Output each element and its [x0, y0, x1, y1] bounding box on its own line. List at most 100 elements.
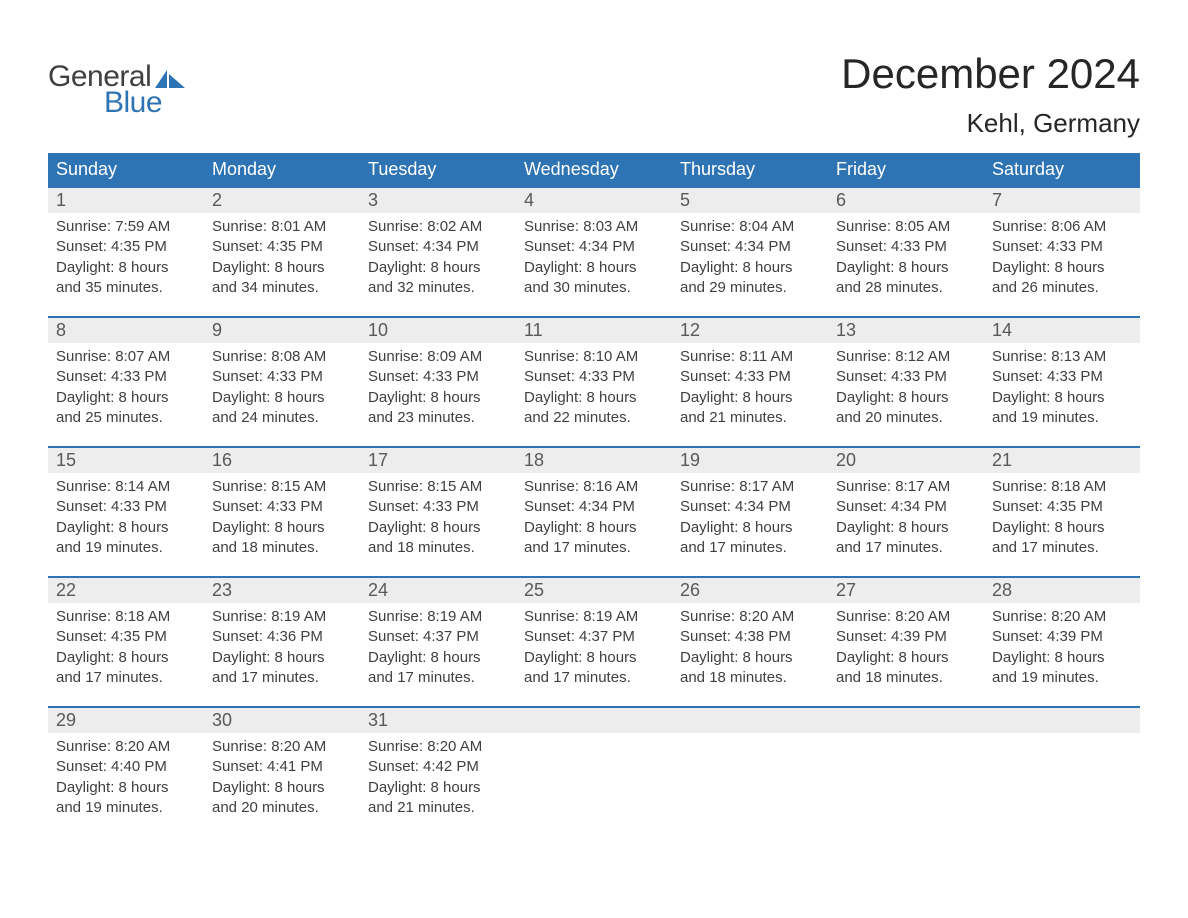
sunset-line: Sunset: 4:35 PM	[212, 237, 352, 257]
calendar-day: 6Sunrise: 8:05 AMSunset: 4:33 PMDaylight…	[828, 188, 984, 316]
sunset-line: Sunset: 4:40 PM	[56, 757, 196, 777]
daylight-line: Daylight: 8 hours and 29 minutes.	[680, 258, 820, 299]
sunrise-line: Sunrise: 8:03 AM	[524, 217, 664, 237]
day-number: 12	[680, 320, 700, 340]
sunset-line: Sunset: 4:33 PM	[56, 497, 196, 517]
daylight-line: Daylight: 8 hours and 24 minutes.	[212, 388, 352, 429]
daylight-line: Daylight: 8 hours and 17 minutes.	[212, 648, 352, 689]
sunrise-line: Sunrise: 8:05 AM	[836, 217, 976, 237]
day-number-row: 4	[516, 188, 672, 213]
day-number: 27	[836, 580, 856, 600]
calendar-day: 20 Sunrise: 8:17 AMSunset: 4:34 PMDayligh…	[828, 448, 984, 576]
calendar-week: 1Sunrise: 7:59 AMSunset: 4:35 PMDaylight…	[48, 186, 1140, 316]
sunrise-line: Sunrise: 8:17 AM	[836, 477, 976, 497]
daylight-line: Daylight: 8 hours and 21 minutes.	[680, 388, 820, 429]
day-number: 22	[56, 580, 76, 600]
day-details: Sunrise: 8:13 AMSunset: 4:33 PMDaylight:…	[984, 343, 1140, 428]
day-details: Sunrise: 8:12 AMSunset: 4:33 PMDaylight:…	[828, 343, 984, 428]
sunrise-line: Sunrise: 8:09 AM	[368, 347, 508, 367]
day-details: Sunrise: 7:59 AMSunset: 4:35 PMDaylight:…	[48, 213, 204, 298]
calendar-week: 22 Sunrise: 8:18 AMSunset: 4:35 PMDayligh…	[48, 576, 1140, 706]
calendar-day: .	[828, 708, 984, 836]
day-details: Sunrise: 8:05 AMSunset: 4:33 PMDaylight:…	[828, 213, 984, 298]
daylight-line: Daylight: 8 hours and 20 minutes.	[836, 388, 976, 429]
day-number: 9	[212, 320, 222, 340]
day-details: Sunrise: 8:03 AMSunset: 4:34 PMDaylight:…	[516, 213, 672, 298]
day-number: 18	[524, 450, 544, 470]
calendar-week: 8Sunrise: 8:07 AMSunset: 4:33 PMDaylight…	[48, 316, 1140, 446]
sunset-line: Sunset: 4:38 PM	[680, 627, 820, 647]
day-number-row: 29	[48, 708, 204, 733]
calendar-day: 21Sunrise: 8:18 AMSunset: 4:35 PMDayligh…	[984, 448, 1140, 576]
day-number-row: 12	[672, 318, 828, 343]
day-number-row: 16	[204, 448, 360, 473]
sunset-line: Sunset: 4:33 PM	[992, 367, 1132, 387]
day-details: Sunrise: 8:20 AMSunset: 4:42 PMDaylight:…	[360, 733, 516, 818]
day-details: Sunrise: 8:17 AMSunset: 4:34 PMDaylight:…	[828, 473, 984, 558]
day-number: 15	[56, 450, 76, 470]
sunrise-line: Sunrise: 8:19 AM	[368, 607, 508, 627]
sunrise-line: Sunrise: 8:19 AM	[524, 607, 664, 627]
day-number-row: 19	[672, 448, 828, 473]
calendar-day: 5Sunrise: 8:04 AMSunset: 4:34 PMDaylight…	[672, 188, 828, 316]
daylight-line: Daylight: 8 hours and 18 minutes.	[212, 518, 352, 559]
sunrise-line: Sunrise: 8:15 AM	[368, 477, 508, 497]
weekday-header: Saturday	[984, 153, 1140, 186]
day-number: 29	[56, 710, 76, 730]
day-details: Sunrise: 8:18 AMSunset: 4:35 PMDaylight:…	[984, 473, 1140, 558]
day-number-row: 31	[360, 708, 516, 733]
day-details: Sunrise: 8:18 AMSunset: 4:35 PMDaylight:…	[48, 603, 204, 688]
daylight-line: Daylight: 8 hours and 18 minutes.	[836, 648, 976, 689]
calendar: SundayMondayTuesdayWednesdayThursdayFrid…	[48, 153, 1140, 836]
daylight-line: Daylight: 8 hours and 17 minutes.	[680, 518, 820, 559]
day-number-row: 28	[984, 578, 1140, 603]
day-number-row: 10	[360, 318, 516, 343]
calendar-day: 24Sunrise: 8:19 AMSunset: 4:37 PMDayligh…	[360, 578, 516, 706]
calendar-day: 7Sunrise: 8:06 AMSunset: 4:33 PMDaylight…	[984, 188, 1140, 316]
day-number: 10	[368, 320, 388, 340]
daylight-line: Daylight: 8 hours and 17 minutes.	[524, 518, 664, 559]
day-number: 20	[836, 450, 856, 470]
day-details: Sunrise: 8:20 AMSunset: 4:40 PMDaylight:…	[48, 733, 204, 818]
day-details: Sunrise: 8:17 AMSunset: 4:34 PMDaylight:…	[672, 473, 828, 558]
daylight-line: Daylight: 8 hours and 19 minutes.	[56, 778, 196, 819]
day-number-row: 17	[360, 448, 516, 473]
calendar-day: 30Sunrise: 8:20 AMSunset: 4:41 PMDayligh…	[204, 708, 360, 836]
calendar-day: 13Sunrise: 8:12 AMSunset: 4:33 PMDayligh…	[828, 318, 984, 446]
calendar-day: 11Sunrise: 8:10 AMSunset: 4:33 PMDayligh…	[516, 318, 672, 446]
calendar-week: 15 Sunrise: 8:14 AMSunset: 4:33 PMDayligh…	[48, 446, 1140, 576]
calendar-header-row: SundayMondayTuesdayWednesdayThursdayFrid…	[48, 153, 1140, 186]
sunset-line: Sunset: 4:35 PM	[56, 237, 196, 257]
day-number-row: 25	[516, 578, 672, 603]
day-details: Sunrise: 8:04 AMSunset: 4:34 PMDaylight:…	[672, 213, 828, 298]
day-number: 19	[680, 450, 700, 470]
daylight-line: Daylight: 8 hours and 34 minutes.	[212, 258, 352, 299]
day-number-row: 13	[828, 318, 984, 343]
sunset-line: Sunset: 4:34 PM	[680, 237, 820, 257]
daylight-line: Daylight: 8 hours and 19 minutes.	[992, 388, 1132, 429]
daylight-line: Daylight: 8 hours and 19 minutes.	[992, 648, 1132, 689]
day-details: Sunrise: 8:15 AMSunset: 4:33 PMDaylight:…	[360, 473, 516, 558]
calendar-day: .	[984, 708, 1140, 836]
daylight-line: Daylight: 8 hours and 17 minutes.	[368, 648, 508, 689]
calendar-day: 19 Sunrise: 8:17 AMSunset: 4:34 PMDayligh…	[672, 448, 828, 576]
daylight-line: Daylight: 8 hours and 18 minutes.	[368, 518, 508, 559]
calendar-day: 22 Sunrise: 8:18 AMSunset: 4:35 PMDayligh…	[48, 578, 204, 706]
day-number: 7	[992, 190, 1002, 210]
sunrise-line: Sunrise: 8:20 AM	[836, 607, 976, 627]
day-details: Sunrise: 8:16 AMSunset: 4:34 PMDaylight:…	[516, 473, 672, 558]
sunset-line: Sunset: 4:33 PM	[56, 367, 196, 387]
day-number: 2	[212, 190, 222, 210]
sunset-line: Sunset: 4:33 PM	[212, 367, 352, 387]
day-number: 4	[524, 190, 534, 210]
day-number-row: 20	[828, 448, 984, 473]
sunset-line: Sunset: 4:39 PM	[992, 627, 1132, 647]
sunrise-line: Sunrise: 8:12 AM	[836, 347, 976, 367]
calendar-day: 27Sunrise: 8:20 AMSunset: 4:39 PMDayligh…	[828, 578, 984, 706]
sunset-line: Sunset: 4:35 PM	[992, 497, 1132, 517]
day-details: Sunrise: 8:14 AMSunset: 4:33 PMDaylight:…	[48, 473, 204, 558]
day-details: Sunrise: 8:10 AMSunset: 4:33 PMDaylight:…	[516, 343, 672, 428]
daylight-line: Daylight: 8 hours and 18 minutes.	[680, 648, 820, 689]
sail-icon	[155, 68, 185, 88]
day-number-row: 8	[48, 318, 204, 343]
